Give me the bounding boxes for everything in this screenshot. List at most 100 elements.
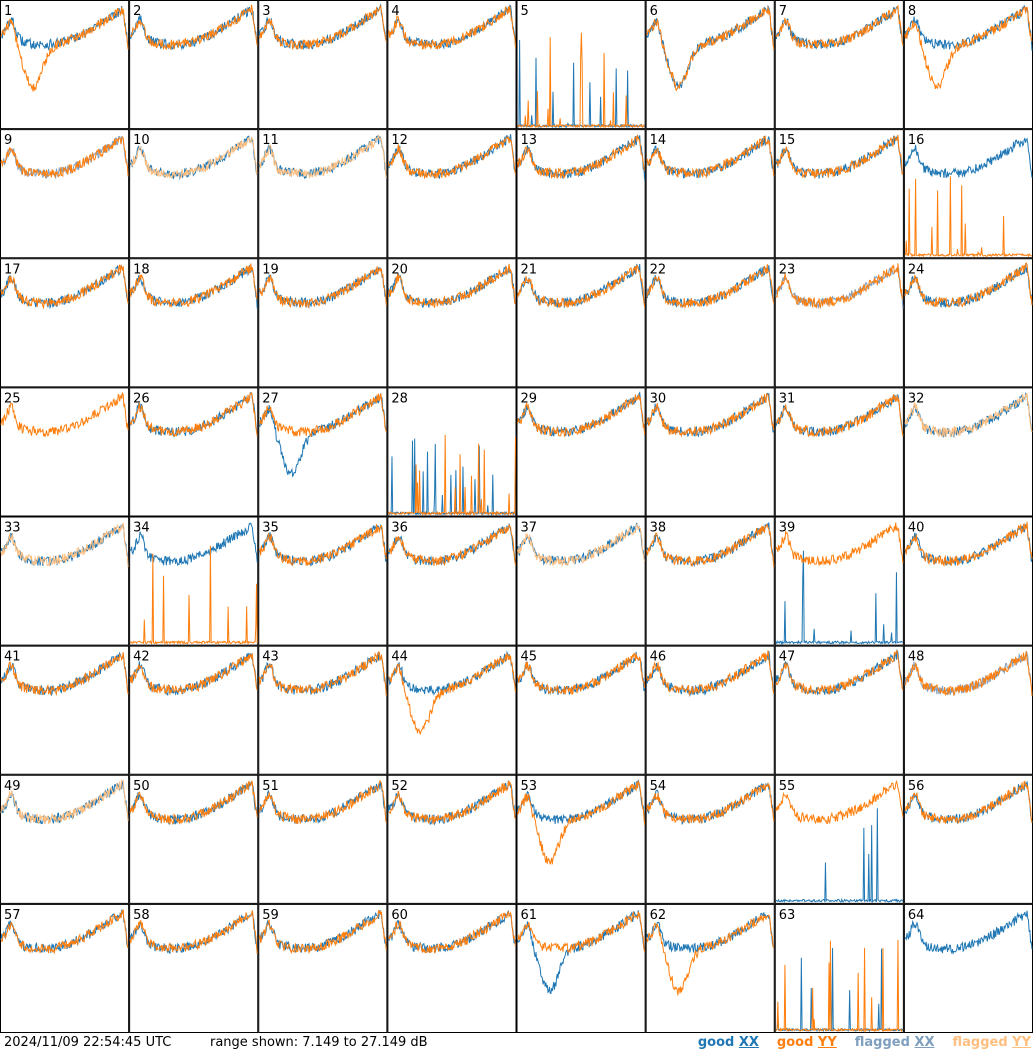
legend: good XX good YY flagged XX flagged YY <box>698 1033 1031 1053</box>
trace-yy <box>775 394 904 438</box>
panel-15: 15 <box>774 129 904 259</box>
panel-label: 45 <box>521 650 538 665</box>
panel-label: 62 <box>650 908 667 923</box>
trace-yy <box>387 911 516 954</box>
panel-label: 29 <box>521 391 538 406</box>
panel-label: 21 <box>521 262 538 277</box>
trace-yy <box>258 5 387 51</box>
trace-xx <box>904 137 1033 178</box>
panel-label: 50 <box>133 779 150 794</box>
panel-label: 58 <box>133 908 150 923</box>
panel-11: 11 <box>258 129 388 259</box>
panel-53: 53 <box>516 774 646 904</box>
panel-16: 16 <box>903 129 1033 259</box>
panel-frame <box>516 774 646 904</box>
panel-frame <box>0 903 130 1033</box>
trace-yy <box>775 263 904 310</box>
panel-frame <box>516 258 646 388</box>
panel-label: 35 <box>262 521 279 536</box>
panel-frame <box>129 903 259 1033</box>
panel-31: 31 <box>774 387 904 517</box>
panel-frame <box>387 129 517 259</box>
panel-63: 63 <box>774 903 904 1033</box>
trace-yy <box>258 779 387 825</box>
panel-label: 32 <box>908 391 925 406</box>
panel-label: 4 <box>391 4 399 19</box>
trace-yy <box>775 650 904 696</box>
trace-yy <box>646 135 775 179</box>
trace-yy <box>129 780 258 825</box>
trace-yy <box>775 779 904 825</box>
panel-label: 39 <box>779 521 796 536</box>
panel-28: 28 <box>387 387 517 517</box>
panel-55: 55 <box>774 774 904 904</box>
trace-yy <box>0 264 129 310</box>
trace-yy <box>388 780 516 825</box>
panel-38: 38 <box>645 516 775 646</box>
trace-yy <box>775 4 904 49</box>
range-text: range shown: 7.149 to 27.149 dB <box>210 1035 428 1050</box>
trace-yy <box>129 653 258 695</box>
panel-label: 14 <box>650 133 667 148</box>
panel-frame <box>774 387 904 517</box>
panel-label: 59 <box>262 908 279 923</box>
panel-label: 8 <box>908 4 916 19</box>
trace-yy <box>259 393 387 438</box>
panel-label: 47 <box>779 650 796 665</box>
trace-xx <box>646 912 775 953</box>
trace-yy <box>517 135 646 179</box>
legend-good-xx: good XX <box>697 1035 759 1050</box>
panel-label: 17 <box>4 262 21 277</box>
panel-61: 61 <box>516 903 646 1033</box>
trace-xx <box>387 265 516 308</box>
trace-yy <box>0 521 129 568</box>
trace-yy <box>387 5 516 50</box>
panel-label: 38 <box>650 521 667 536</box>
panel-label: 10 <box>133 133 150 148</box>
trace-yy <box>0 392 129 438</box>
trace-yy <box>646 783 775 824</box>
panel-label: 28 <box>391 391 408 406</box>
trace-xx <box>775 266 904 310</box>
panel-51: 51 <box>258 774 388 904</box>
trace-yy <box>0 779 129 825</box>
panel-label: 11 <box>262 133 279 148</box>
panel-54: 54 <box>645 774 775 904</box>
panel-label: 31 <box>779 391 796 406</box>
panel-39: 39 <box>774 516 904 646</box>
panel-21: 21 <box>516 258 646 388</box>
panel-47: 47 <box>774 645 904 775</box>
trace-xx <box>129 265 258 309</box>
panel-29: 29 <box>516 387 646 517</box>
panel-label: 36 <box>391 521 408 536</box>
panel-frame <box>387 258 517 388</box>
panel-46: 46 <box>645 645 775 775</box>
panel-frame <box>774 903 904 1033</box>
trace-yy <box>646 913 775 996</box>
trace-yy <box>258 524 387 567</box>
panel-22: 22 <box>645 258 775 388</box>
panel-label: 6 <box>650 4 658 19</box>
trace-xx <box>517 779 646 825</box>
panel-label: 44 <box>391 650 408 665</box>
panel-41: 41 <box>0 645 130 775</box>
panel-57: 57 <box>0 903 130 1033</box>
panel-label: 60 <box>391 908 408 923</box>
panel-32: 32 <box>903 387 1033 517</box>
panel-frame <box>129 516 259 646</box>
trace-yy <box>129 263 258 308</box>
panel-label: 49 <box>4 779 21 794</box>
panel-label: 25 <box>4 391 21 406</box>
panel-label: 30 <box>650 391 667 406</box>
panel-frame <box>387 774 517 904</box>
trace-yy <box>388 652 516 735</box>
panel-frame <box>645 258 775 388</box>
panel-10: 10 <box>129 129 259 259</box>
trace-yy <box>646 6 775 92</box>
panel-34: 34 <box>129 516 259 646</box>
panel-27: 27 <box>258 387 388 517</box>
trace-yy <box>904 6 1033 90</box>
panel-48: 48 <box>903 645 1033 775</box>
trace-yy <box>517 652 646 696</box>
panel-frame <box>387 516 517 646</box>
